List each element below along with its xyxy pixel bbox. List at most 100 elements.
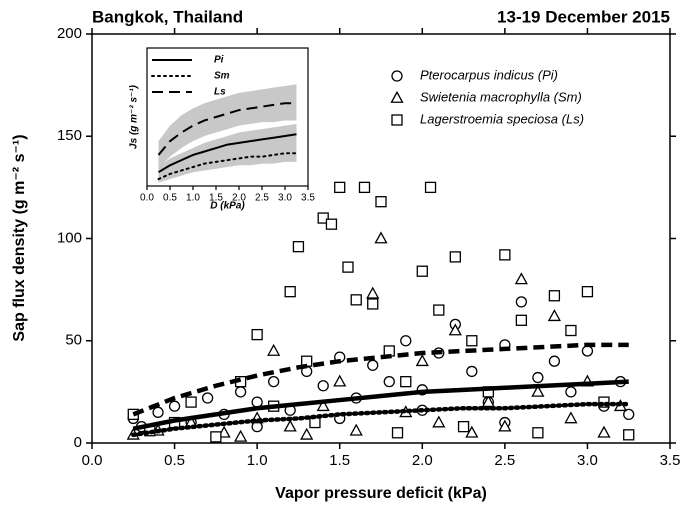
point-circle	[548, 355, 561, 367]
x-axis-label: Vapor pressure deficit (kPa)	[275, 485, 487, 502]
point-circle	[532, 371, 544, 384]
point-square	[391, 114, 403, 126]
x-tick-label: 2.0	[412, 452, 433, 469]
confidence-band	[158, 144, 297, 183]
point-triangle	[415, 354, 429, 367]
point-triangle	[300, 427, 314, 440]
point-triangle	[234, 429, 248, 442]
point-square	[466, 335, 478, 347]
point-square	[457, 420, 470, 433]
point-triangle	[333, 374, 347, 387]
point-circle	[268, 375, 280, 388]
point-triangle	[374, 231, 388, 244]
point-square	[515, 314, 528, 326]
point-circle	[391, 70, 403, 82]
inset-plot: 0.0 0.5 1.0 1.5 2.0 2.5 3.0 3.5 Pi Sm Ls D (kPa) Js …	[129, 47, 315, 212]
main-plot: 0.0 0.5 1.0 1.5 2.0 2.5 3.0 3.5 0 50 100 150 200 Pter…	[57, 25, 680, 469]
point-square	[548, 290, 561, 302]
point-triangle	[597, 425, 611, 438]
point-triangle	[267, 343, 281, 356]
point-triangle	[366, 286, 380, 299]
point-triangle	[514, 272, 528, 285]
chart-title: Bangkok, Thailand	[92, 7, 243, 26]
point-circle	[565, 386, 577, 398]
x-tick-label: 3.0	[278, 193, 292, 204]
fit-line	[132, 379, 629, 431]
legend-label: Lagerstroemia speciosa (Ls)	[420, 111, 584, 126]
point-square	[400, 375, 412, 388]
point-circle	[201, 392, 214, 404]
point-square	[334, 181, 346, 194]
point-triangle	[564, 411, 578, 424]
point-triangle	[498, 419, 512, 432]
x-tick-label: 3.5	[660, 452, 681, 469]
point-square	[433, 304, 445, 316]
y-tick-label: 200	[57, 25, 82, 42]
x-tick-label: 3.0	[577, 452, 598, 469]
legend-label: Pi	[214, 55, 224, 66]
point-square	[350, 294, 362, 306]
y-tick-label: 150	[57, 127, 82, 144]
x-axis-label: D (kPa)	[210, 201, 245, 212]
series-line	[157, 152, 298, 181]
point-circle	[581, 345, 594, 357]
point-circle	[515, 296, 528, 308]
point-triangle	[547, 309, 561, 322]
point-square	[358, 181, 371, 194]
legend-label: Swietenia macrophylla (Sm)	[420, 89, 582, 104]
point-circle	[400, 335, 412, 347]
point-square	[416, 265, 428, 277]
x-tick-label: 2.0	[232, 193, 246, 204]
y-axis-label: Sap flux density (g m⁻² s⁻¹)	[11, 134, 28, 341]
point-triangle	[448, 323, 462, 336]
y-tick-label: 50	[65, 332, 82, 349]
x-tick-label: 2.5	[255, 193, 269, 204]
point-circle	[466, 365, 478, 378]
series-line	[157, 133, 297, 174]
point-square	[210, 431, 222, 443]
confidence-band	[158, 123, 297, 178]
point-circle	[623, 408, 635, 421]
point-circle	[168, 400, 181, 412]
point-square	[317, 212, 329, 224]
point-circle	[152, 406, 164, 418]
point-square	[581, 286, 594, 298]
point-triangle	[316, 399, 330, 412]
point-square	[499, 249, 511, 261]
point-triangle	[432, 415, 446, 428]
point-square	[284, 286, 296, 298]
point-circle	[383, 375, 395, 388]
x-tick-label: 2.5	[494, 452, 515, 469]
y-tick-label: 100	[57, 229, 82, 246]
y-axis-label: Js (g m⁻² s⁻¹)	[129, 84, 140, 149]
point-square	[449, 251, 461, 263]
fit-line	[131, 401, 631, 438]
x-tick-label: 1.0	[186, 193, 200, 204]
x-tick-label: 0.5	[163, 193, 177, 204]
chart-subtitle: 13-19 December 2015	[497, 7, 670, 26]
legend-label: Pterocarpus indicus (Pi)	[420, 67, 558, 82]
point-square	[325, 218, 338, 230]
point-triangle	[390, 90, 404, 103]
x-tick-label: 1.5	[209, 193, 223, 204]
point-square	[532, 427, 544, 439]
point-circle	[317, 380, 329, 392]
point-square	[367, 298, 379, 310]
point-triangle	[349, 423, 363, 436]
series-line	[157, 102, 297, 156]
point-square	[342, 261, 354, 273]
point-square	[424, 181, 437, 194]
point-circle	[367, 359, 379, 371]
x-tick-label: 0.5	[164, 452, 185, 469]
point-square	[391, 427, 404, 439]
fit-line	[132, 342, 629, 417]
x-tick-label: 0.0	[140, 193, 154, 204]
x-tick-label: 0.0	[82, 452, 103, 469]
point-square	[565, 324, 577, 337]
legend-label: Ls	[214, 87, 226, 98]
point-square	[185, 396, 197, 408]
point-square	[375, 196, 387, 208]
x-tick-label: 3.5	[301, 193, 315, 204]
